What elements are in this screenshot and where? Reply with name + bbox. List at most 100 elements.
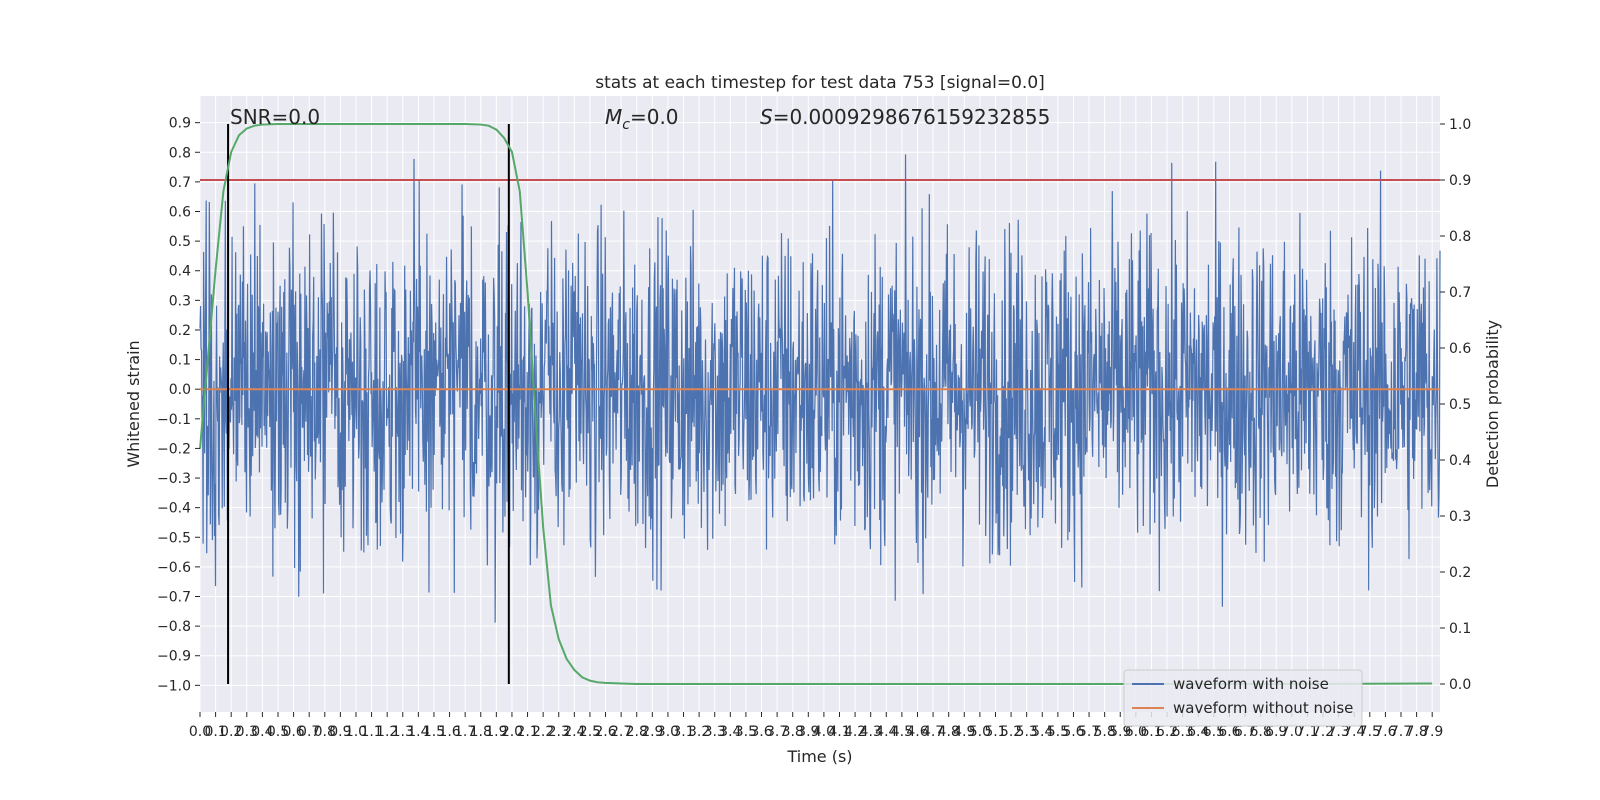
x-tick-label-51: 5.1	[984, 724, 1006, 740]
x-tick-label-17: 1.7	[454, 724, 476, 740]
x-tick-label-37: 3.7	[766, 724, 788, 740]
x-tick-label-5: 0.5	[267, 724, 289, 740]
x-tick-label-50: 5.0	[969, 724, 991, 740]
x-tick-label-12: 1.2	[376, 724, 398, 740]
x-tick-label-22: 2.2	[532, 724, 554, 740]
y-tick-label-19: −1.0	[157, 678, 191, 694]
x-tick-label-16: 1.6	[438, 724, 460, 740]
legend-box	[1123, 669, 1363, 727]
x-tick-label-63: 6.3	[1172, 724, 1194, 740]
x-tick-label-67: 6.7	[1234, 724, 1256, 740]
x-tick-label-0: 0.0	[189, 724, 211, 740]
x-tick-label-45: 4.5	[891, 724, 913, 740]
y2-axis-label: Detection probability	[1483, 320, 1502, 488]
mc-symbol: M	[605, 105, 622, 129]
y2-tick-label-10: 0.0	[1449, 677, 1471, 693]
x-tick-label-2: 0.2	[220, 724, 242, 740]
y2-tick-label-2: 0.8	[1449, 229, 1471, 245]
legend: waveform with noise waveform without noi…	[1123, 669, 1363, 727]
x-tick-label-4: 0.4	[251, 724, 273, 740]
s-annotation: S=0.0009298676159232855	[760, 105, 1050, 129]
y-tick-label-16: −0.7	[157, 590, 191, 606]
mc-annotation: Mc=0.0	[605, 105, 679, 133]
x-tick-label-65: 6.5	[1203, 724, 1225, 740]
y-tick-label-1: 0.8	[169, 145, 191, 161]
x-tick-label-7: 0.7	[298, 724, 320, 740]
x-tick-label-33: 3.3	[704, 724, 726, 740]
y-tick-label-6: 0.3	[169, 293, 191, 309]
y-tick-label-14: −0.5	[157, 530, 191, 546]
x-tick-label-34: 3.4	[719, 724, 741, 740]
x-tick-label-39: 3.9	[797, 724, 819, 740]
y-tick-label-0: 0.9	[169, 116, 191, 132]
y-tick-label-13: −0.4	[157, 501, 191, 517]
x-tick-label-1: 0.1	[204, 724, 226, 740]
x-tick-label-54: 5.4	[1031, 724, 1053, 740]
x-tick-label-28: 2.8	[626, 724, 648, 740]
x-tick-label-18: 1.8	[470, 724, 492, 740]
x-tick-label-15: 1.5	[423, 724, 445, 740]
x-tick-label-76: 7.6	[1374, 724, 1396, 740]
x-tick-label-68: 6.8	[1249, 724, 1271, 740]
x-tick-label-26: 2.6	[594, 724, 616, 740]
x-tick-label-59: 5.9	[1109, 724, 1131, 740]
x-axis-label: Time (s)	[786, 747, 852, 766]
x-tick-label-69: 6.9	[1265, 724, 1287, 740]
x-tick-label-41: 4.1	[828, 724, 850, 740]
legend-label-noise: waveform with noise	[1173, 675, 1329, 693]
x-tick-label-75: 7.5	[1359, 724, 1381, 740]
mc-value: =0.0	[630, 105, 679, 129]
x-tick-label-36: 3.6	[750, 724, 772, 740]
y2-tick-label-3: 0.7	[1449, 285, 1471, 301]
x-tick-label-62: 6.2	[1156, 724, 1178, 740]
mc-subscript: c	[622, 117, 630, 133]
x-tick-label-30: 3.0	[657, 724, 679, 740]
x-tick-label-31: 3.1	[672, 724, 694, 740]
y-tick-label-15: −0.6	[157, 560, 191, 576]
x-tick-label-77: 7.7	[1390, 724, 1412, 740]
y-tick-label-2: 0.7	[169, 175, 191, 191]
x-tick-label-74: 7.4	[1343, 724, 1365, 740]
x-tick-label-52: 5.2	[1000, 724, 1022, 740]
x-tick-label-79: 7.9	[1421, 724, 1443, 740]
x-tick-label-53: 5.3	[1016, 724, 1038, 740]
x-tick-label-49: 4.9	[953, 724, 975, 740]
x-tick-label-19: 1.9	[485, 724, 507, 740]
x-tick-label-20: 2.0	[501, 724, 523, 740]
x-tick-label-32: 3.2	[688, 724, 710, 740]
x-axis-ticks: 0.00.10.20.30.40.50.60.70.80.91.01.11.21…	[189, 712, 1443, 740]
x-tick-label-66: 6.6	[1218, 724, 1240, 740]
x-tick-label-24: 2.4	[563, 724, 585, 740]
y-tick-label-12: −0.3	[157, 471, 191, 487]
y-tick-label-18: −0.9	[157, 649, 191, 665]
y-tick-label-9: 0.0	[169, 382, 191, 398]
x-tick-label-13: 1.3	[392, 724, 414, 740]
x-tick-label-58: 5.8	[1094, 724, 1116, 740]
y-tick-label-8: 0.1	[169, 353, 191, 369]
y-tick-label-11: −0.2	[157, 441, 191, 457]
noise-waveform-path	[199, 154, 1441, 623]
x-tick-label-71: 7.1	[1296, 724, 1318, 740]
x-tick-label-57: 5.7	[1078, 724, 1100, 740]
y2-axis-ticks: 1.0 0.9 0.8 0.7 0.6 0.5 0.4 0.3 0.2 0.1 0.0	[1440, 117, 1471, 693]
x-tick-label-35: 3.5	[735, 724, 757, 740]
y-tick-label-5: 0.4	[169, 264, 191, 280]
x-tick-label-55: 5.5	[1047, 724, 1069, 740]
y2-tick-label-0: 1.0	[1449, 117, 1471, 133]
legend-label-clean: waveform without noise	[1173, 699, 1353, 717]
y-axis-label: Whitened strain	[124, 340, 143, 467]
snr-annotation: SNR=0.0	[230, 105, 320, 129]
s-symbol: S	[760, 105, 773, 129]
y-tick-label-10: −0.1	[157, 412, 191, 428]
x-tick-label-48: 4.8	[938, 724, 960, 740]
x-tick-label-21: 2.1	[516, 724, 538, 740]
y2-tick-label-1: 0.9	[1449, 173, 1471, 189]
y2-tick-label-7: 0.3	[1449, 509, 1471, 525]
x-tick-label-40: 4.0	[813, 724, 835, 740]
x-tick-label-43: 4.3	[860, 724, 882, 740]
y-axis-ticks: 0.9 0.8 0.7 0.6 0.5 0.4 0.3 0.2 0.1 0.0 −0.1 −0.2 −0…	[157, 116, 200, 694]
vertical-markers	[227, 124, 510, 684]
x-tick-label-46: 4.6	[906, 724, 928, 740]
x-tick-label-27: 2.7	[610, 724, 632, 740]
